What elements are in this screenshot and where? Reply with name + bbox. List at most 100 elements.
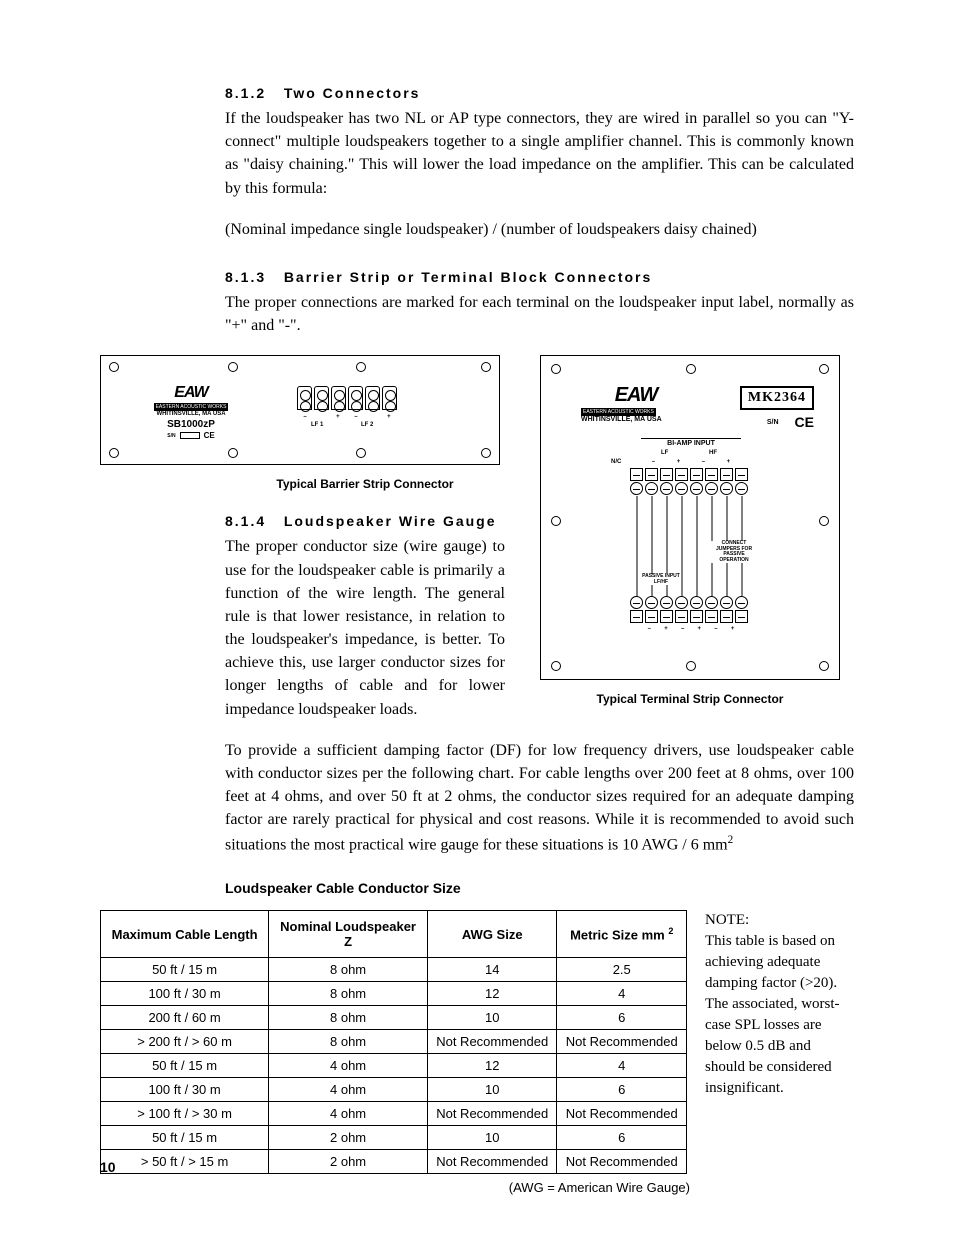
table-row: 200 ft / 60 m8 ohm106: [101, 1006, 687, 1030]
section-title: Barrier Strip or Terminal Block Connecto…: [284, 269, 652, 285]
table-cell: 8 ohm: [269, 1030, 428, 1054]
s814-p2: To provide a sufficient damping factor (…: [225, 739, 854, 856]
table-cell: 6: [557, 1078, 687, 1102]
table-cell: 12: [427, 1054, 557, 1078]
table-cell: > 200 ft / > 60 m: [101, 1030, 269, 1054]
table-cell: 12: [427, 982, 557, 1006]
table-cell: 8 ohm: [269, 958, 428, 982]
pm: –: [648, 626, 651, 632]
table-cell: 50 ft / 15 m: [101, 1126, 269, 1150]
page-number: 10: [100, 1159, 116, 1175]
s813-p1: The proper connections are marked for ea…: [225, 291, 854, 337]
table-cell: 10: [427, 1006, 557, 1030]
pp: +: [677, 459, 681, 465]
pm: –: [702, 459, 705, 465]
table-cell: 2.5: [557, 958, 687, 982]
awg-footnote: (AWG = American Wire Gauge): [100, 1180, 690, 1195]
brand-logo-r: EAW: [581, 384, 691, 407]
lf-label: LF: [661, 450, 668, 456]
terminal-caption: Typical Terminal Strip Connector: [540, 692, 840, 706]
brand-location-r: WHITINSVILLE, MA USA: [581, 416, 691, 423]
table-cell: > 100 ft / > 30 m: [101, 1102, 269, 1126]
pm: –: [714, 626, 717, 632]
pm: –: [652, 459, 655, 465]
sn-label-r: S/N: [767, 419, 779, 426]
section-813-heading: 8.1.3 Barrier Strip or Terminal Block Co…: [225, 269, 854, 285]
th-metric: Metric Size mm 2: [557, 911, 687, 958]
passive-input: PASSIVE INPUT LF/HF: [641, 574, 681, 585]
table-cell: 6: [557, 1126, 687, 1150]
th-awg: AWG Size: [427, 911, 557, 958]
lf1-label: LF 1: [311, 422, 323, 428]
section-812-heading: 8.1.2 Two Connectors: [225, 85, 854, 101]
ce-mark: CE: [204, 431, 215, 440]
s814-p1: The proper conductor size (wire gauge) t…: [225, 535, 505, 721]
sn-label: S/N: [167, 433, 175, 439]
table-cell: 2 ohm: [269, 1150, 428, 1174]
th-length: Maximum Cable Length: [101, 911, 269, 958]
table-cell: 200 ft / 60 m: [101, 1006, 269, 1030]
biamp-label: BI-AMP INPUT: [641, 438, 741, 447]
note-block: NOTE: This table is based on achieving a…: [705, 910, 854, 1099]
polarity-minus: –: [354, 414, 357, 420]
table-cell: 100 ft / 30 m: [101, 982, 269, 1006]
table-row: 50 ft / 15 m2 ohm106: [101, 1126, 687, 1150]
s812-p1: If the loudspeaker has two NL or AP type…: [225, 107, 854, 200]
pp: +: [731, 626, 735, 632]
brand-sub-r: EASTERN ACOUSTIC WORKS: [581, 408, 656, 416]
table-cell: 8 ohm: [269, 982, 428, 1006]
hf-label: HF: [709, 450, 717, 456]
brand-sub: EASTERN ACOUSTIC WORKS: [154, 403, 229, 411]
table-row: > 200 ft / > 60 m8 ohmNot RecommendedNot…: [101, 1030, 687, 1054]
brand-location: WHITINSVILLE, MA USA: [151, 411, 231, 417]
terminal-strip-diagram: EAW EASTERN ACOUSTIC WORKS WHITINSVILLE,…: [540, 355, 840, 680]
nc-label: N/C: [611, 459, 621, 465]
th-z: Nominal Loudspeaker Z: [269, 911, 428, 958]
table-cell: Not Recommended: [427, 1102, 557, 1126]
barrier-caption: Typical Barrier Strip Connector: [210, 477, 520, 491]
table-cell: 6: [557, 1006, 687, 1030]
s814-p2-sup: 2: [728, 834, 734, 846]
table-cell: Not Recommended: [557, 1102, 687, 1126]
table-row: 100 ft / 30 m4 ohm106: [101, 1078, 687, 1102]
section-title: Loudspeaker Wire Gauge: [284, 513, 497, 529]
table-row: 50 ft / 15 m4 ohm124: [101, 1054, 687, 1078]
section-num: 8.1.2: [225, 85, 266, 101]
ce-mark-r: CE: [795, 414, 814, 430]
table-cell: Not Recommended: [557, 1030, 687, 1054]
table-cell: 4 ohm: [269, 1054, 428, 1078]
section-num: 8.1.3: [225, 269, 266, 285]
conductor-size-table: Maximum Cable Length Nominal Loudspeaker…: [100, 910, 687, 1174]
table-cell: 100 ft / 30 m: [101, 1078, 269, 1102]
lf2-label: LF 2: [361, 422, 373, 428]
table-row: 50 ft / 15 m8 ohm142.5: [101, 958, 687, 982]
table-cell: Not Recommended: [427, 1030, 557, 1054]
model-sb1000: SB1000zP: [151, 419, 231, 430]
s812-p2: (Nominal impedance single loudspeaker) /…: [225, 218, 854, 241]
barrier-strip-diagram: EAW EASTERN ACOUSTIC WORKS WHITINSVILLE,…: [100, 355, 500, 465]
polarity-minus: –: [303, 414, 306, 420]
pm: –: [681, 626, 684, 632]
pp: +: [664, 626, 668, 632]
model-mk2364: MK2364: [740, 386, 814, 410]
table-cell: 4 ohm: [269, 1102, 428, 1126]
table-cell: 10: [427, 1078, 557, 1102]
table-cell: 8 ohm: [269, 1006, 428, 1030]
table-cell: 50 ft / 15 m: [101, 958, 269, 982]
table-title: Loudspeaker Cable Conductor Size: [225, 880, 854, 896]
section-num: 8.1.4: [225, 513, 266, 529]
pp: +: [727, 459, 731, 465]
table-cell: Not Recommended: [557, 1150, 687, 1174]
section-title: Two Connectors: [284, 85, 421, 101]
polarity-plus: +: [387, 414, 391, 420]
connect-jumpers: CONNECT JUMPERS FOR PASSIVE OPERATION: [709, 541, 759, 563]
table-cell: 2 ohm: [269, 1126, 428, 1150]
note-heading: NOTE:: [705, 912, 749, 928]
table-cell: 4 ohm: [269, 1078, 428, 1102]
note-body: This table is based on achieving adequat…: [705, 933, 840, 1096]
table-cell: 4: [557, 982, 687, 1006]
table-cell: 10: [427, 1126, 557, 1150]
table-row: > 100 ft / > 30 m4 ohmNot RecommendedNot…: [101, 1102, 687, 1126]
table-row: > 50 ft / > 15 m2 ohmNot RecommendedNot …: [101, 1150, 687, 1174]
table-cell: > 50 ft / > 15 m: [101, 1150, 269, 1174]
